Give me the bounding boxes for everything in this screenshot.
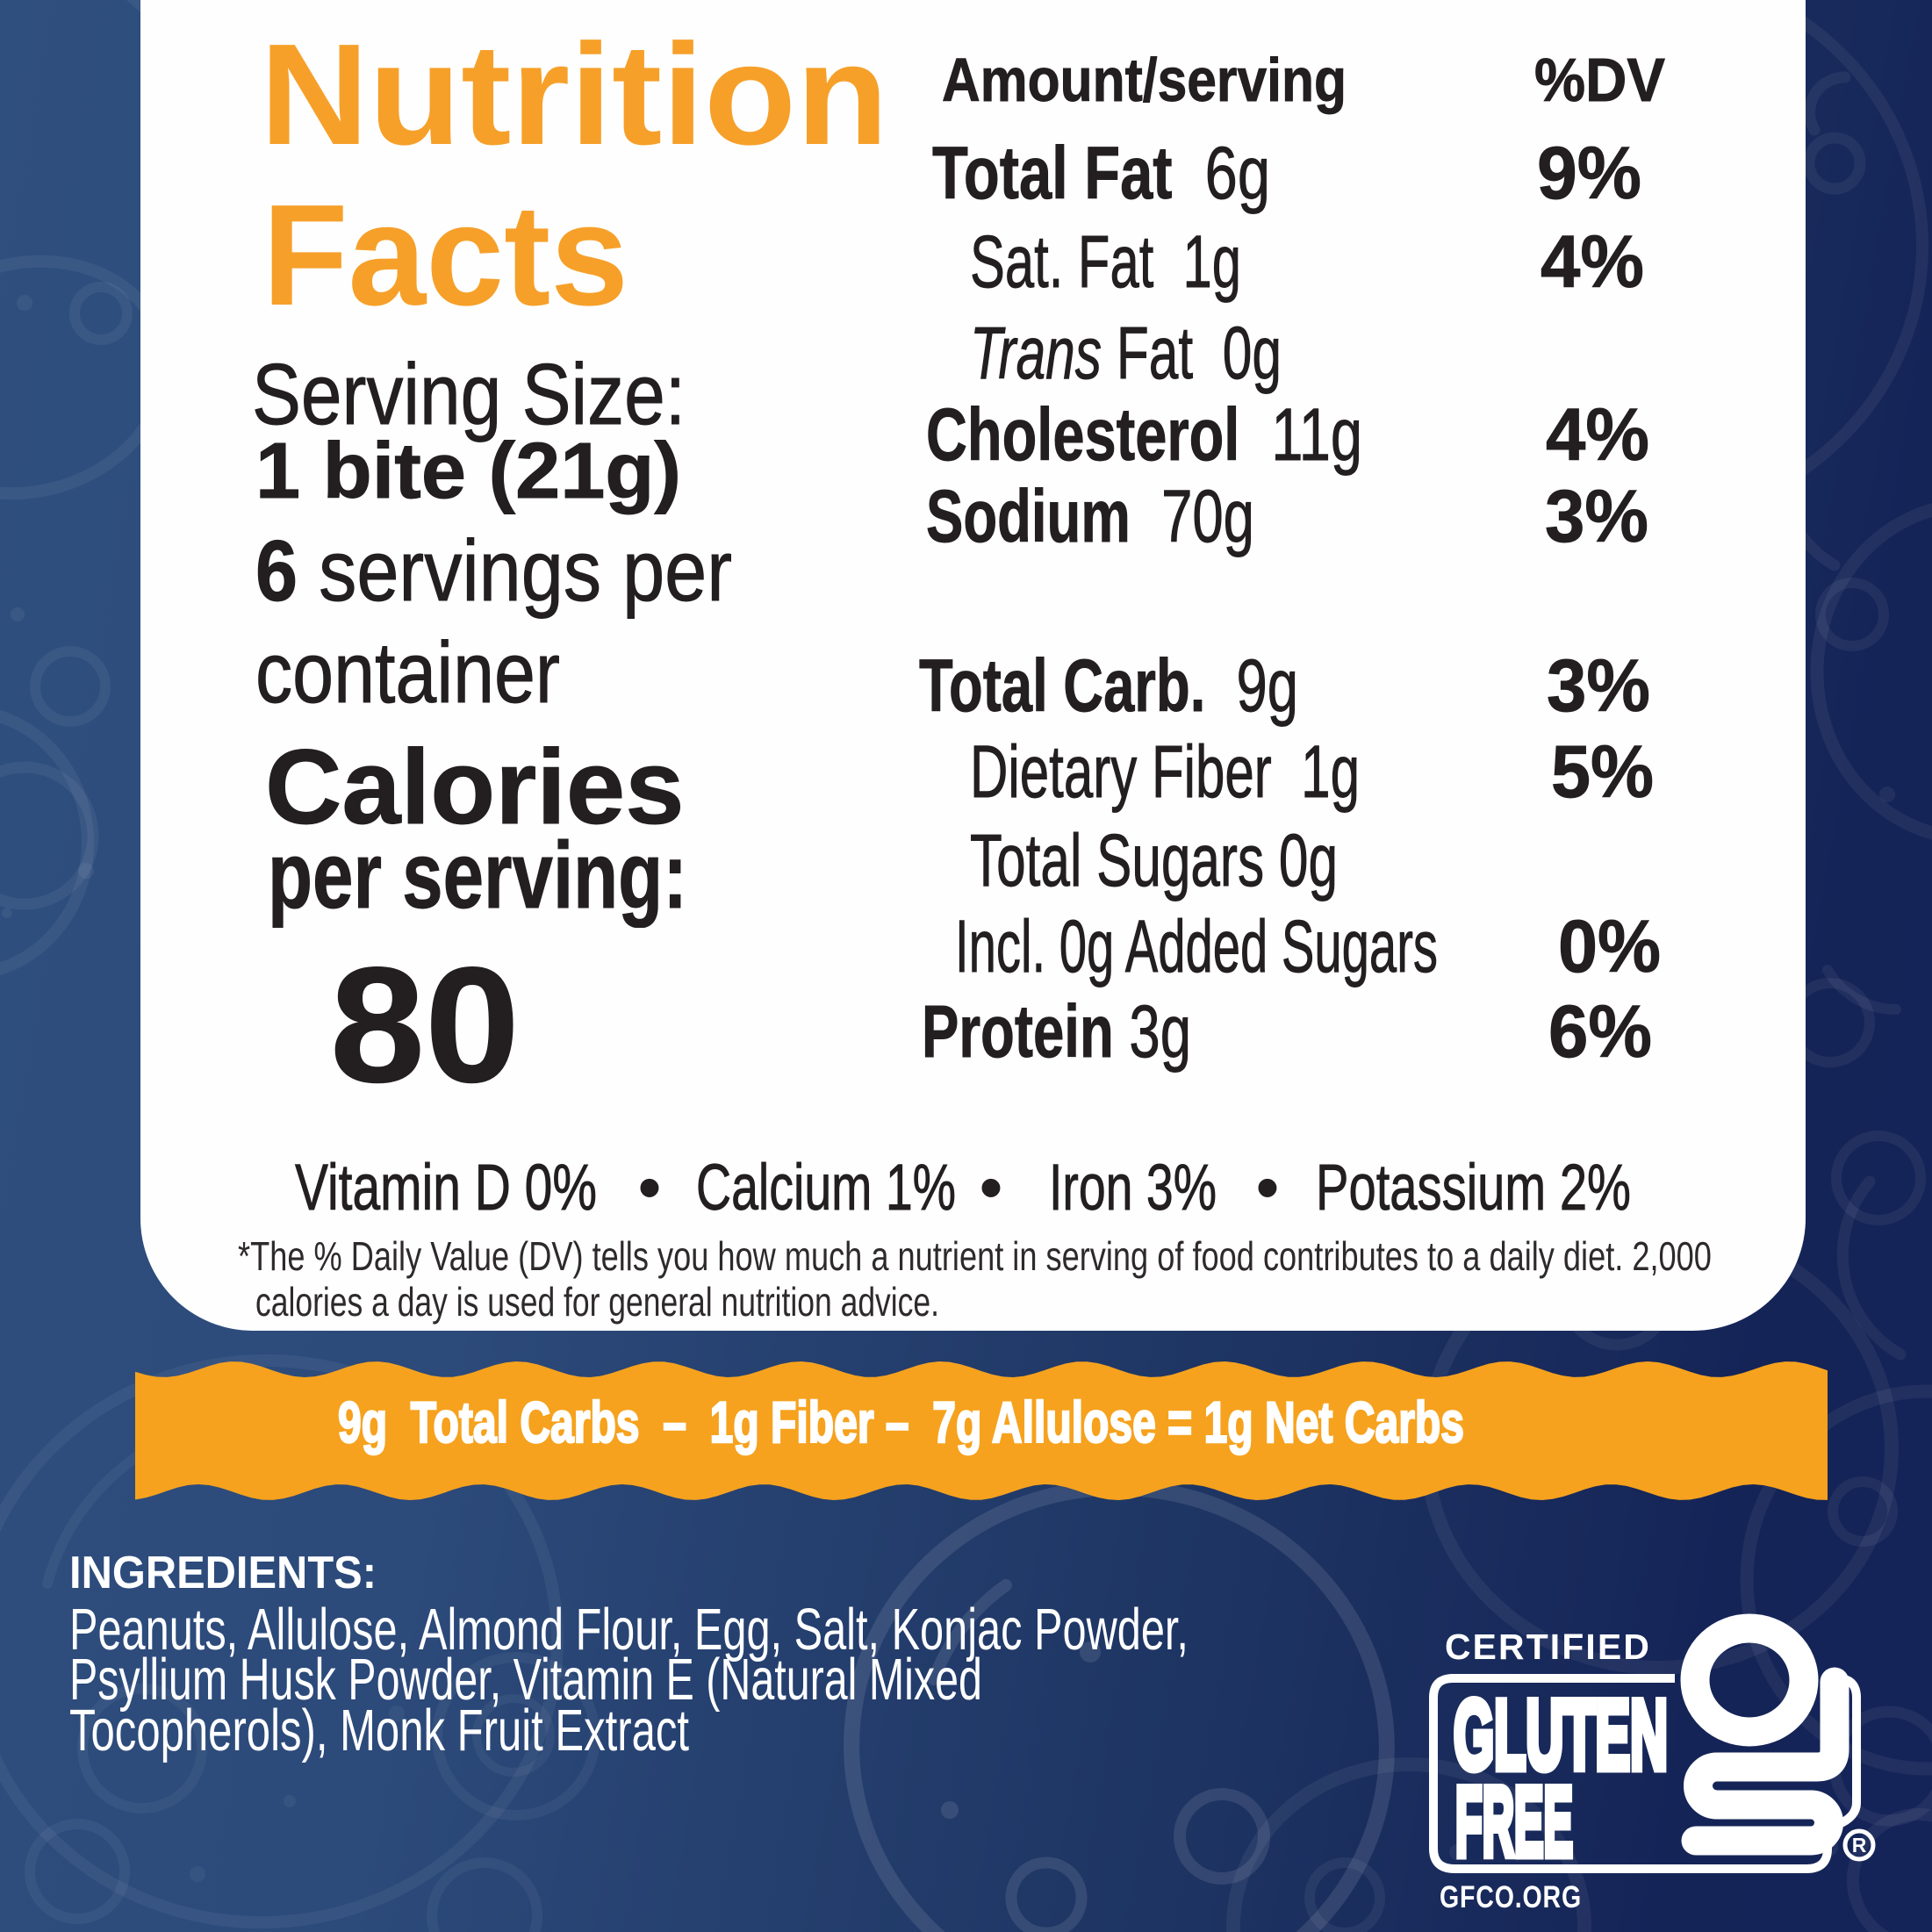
svg-text:R: R bbox=[1852, 1834, 1867, 1857]
